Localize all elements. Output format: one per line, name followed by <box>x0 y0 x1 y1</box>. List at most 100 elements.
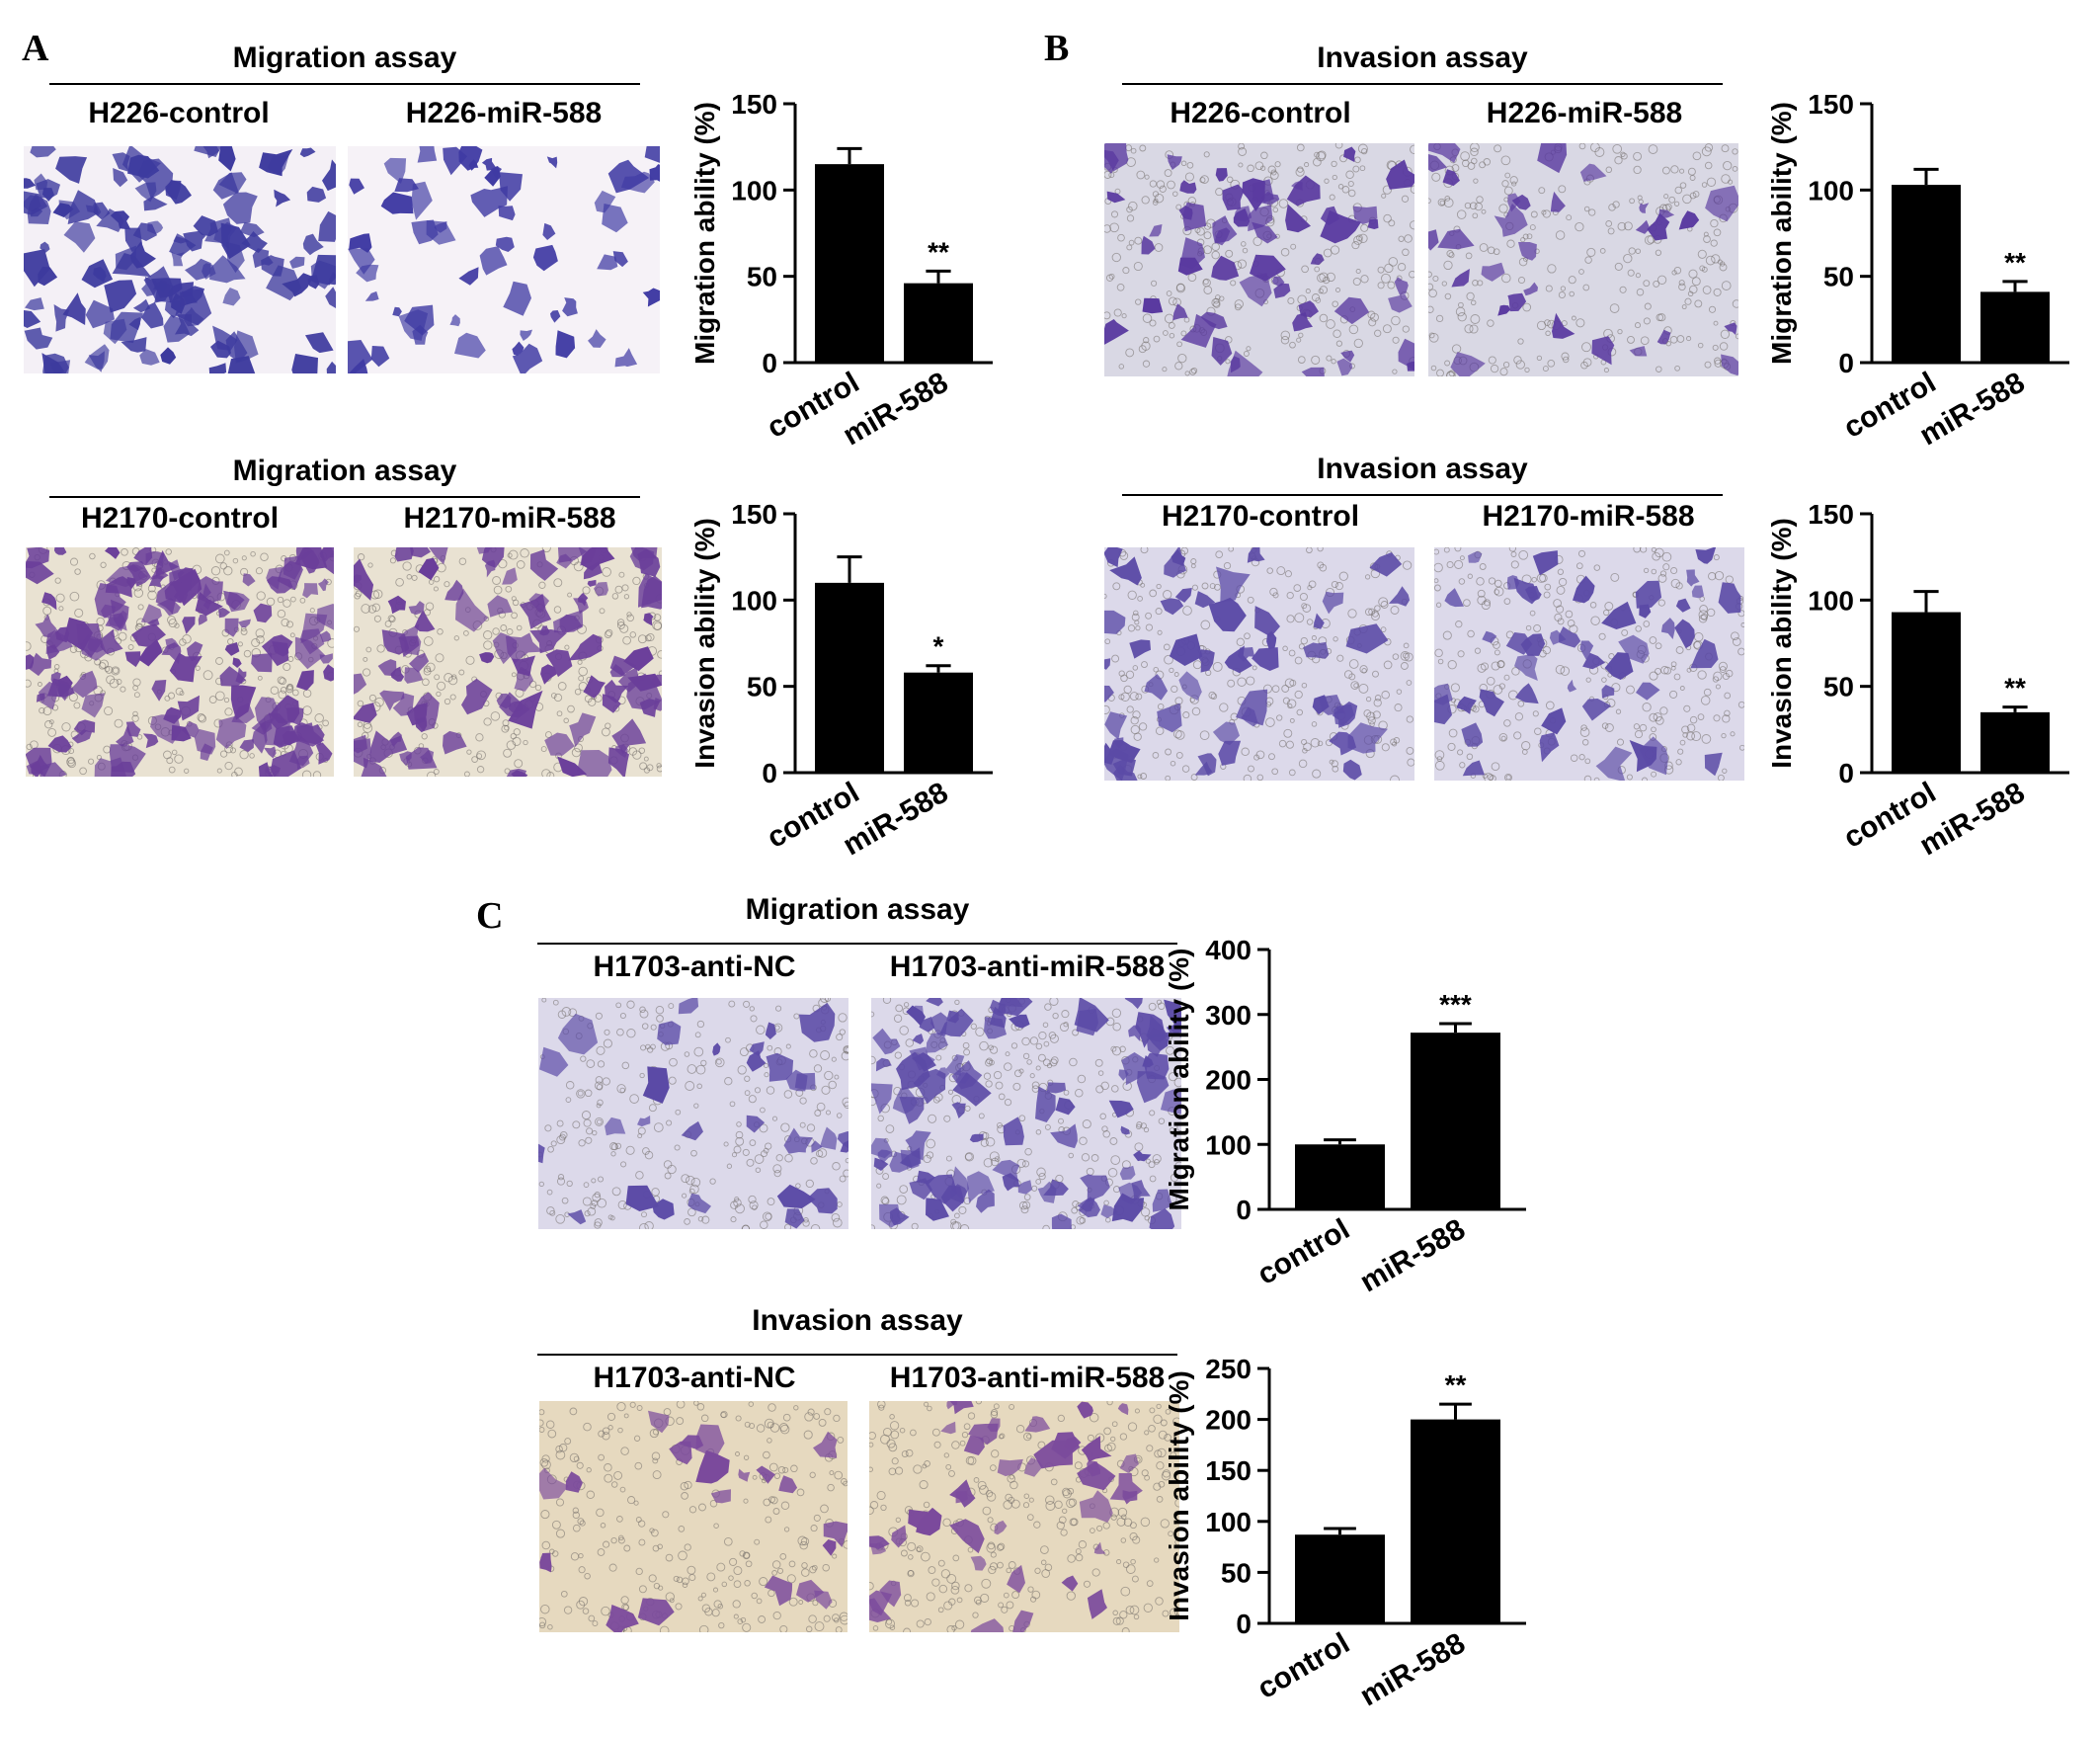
bar-control <box>1295 1534 1385 1623</box>
micrograph-a2-left <box>26 547 334 777</box>
y-axis-label: Invasion ability (%) <box>1164 1370 1194 1621</box>
y-tick-label: 150 <box>1205 1455 1252 1486</box>
significance-mark: ** <box>1445 1369 1467 1400</box>
assay-divider-a2 <box>49 496 640 498</box>
bar-miR-588 <box>1980 711 2050 773</box>
y-axis-label: Invasion ability (%) <box>689 518 720 769</box>
y-tick-label: 150 <box>731 89 777 120</box>
bar-miR-588 <box>1411 1419 1500 1623</box>
y-axis-label: Migration ability (%) <box>1164 949 1194 1211</box>
y-tick-label: 100 <box>1205 1507 1252 1537</box>
y-tick-label: 50 <box>1823 672 1854 703</box>
y-tick-label: 100 <box>1808 585 1854 616</box>
y-tick-label: 0 <box>762 348 777 378</box>
micrograph-c1-right <box>871 998 1181 1229</box>
panel-letter-c: C <box>476 895 504 937</box>
significance-mark: * <box>933 631 944 662</box>
panel-letter-a: A <box>22 28 49 69</box>
micrograph-a1-right <box>348 146 660 373</box>
y-tick-label: 0 <box>762 758 777 788</box>
y-tick-label: 250 <box>1205 1354 1252 1384</box>
y-tick-label: 50 <box>747 672 777 703</box>
micrograph-a2-right <box>354 547 662 777</box>
significance-mark: ** <box>2004 673 2026 703</box>
chart-a1: 0 50 100 150 Migration ability (%) control ** m… <box>682 89 1017 464</box>
bar-miR-588 <box>904 283 973 363</box>
chart-b1: 0 50 100 150 Migration ability (%) control ** m… <box>1758 89 2094 464</box>
condition-label-a2-right: H2170-miR-588 <box>403 502 616 535</box>
significance-mark: ** <box>928 236 949 267</box>
y-tick-label: 150 <box>731 499 777 530</box>
micrograph-b1-right <box>1428 143 1738 376</box>
assay-divider-b1 <box>1122 83 1723 85</box>
y-tick-label: 0 <box>1236 1195 1252 1225</box>
micrograph-c1-left <box>538 998 848 1229</box>
micrograph-a1-left <box>24 146 336 373</box>
bar-control <box>1295 1144 1385 1209</box>
y-tick-label: 100 <box>731 175 777 206</box>
condition-label-b1-left: H226-control <box>1170 97 1351 129</box>
y-axis-label: Migration ability (%) <box>689 102 720 365</box>
condition-label-b1-right: H226-miR-588 <box>1486 97 1683 129</box>
bar-miR-588 <box>904 672 973 773</box>
assay-divider-c1 <box>537 943 1177 945</box>
y-tick-label: 150 <box>1808 89 1854 120</box>
y-tick-label: 200 <box>1205 1405 1252 1436</box>
chart-c1: 0 100 200 300 400 Migration ability (%) contro… <box>1164 924 1536 1314</box>
micrograph-b2-left <box>1104 547 1414 781</box>
panel-letter-b: B <box>1044 28 1070 69</box>
condition-label-a1-left: H226-control <box>88 97 270 129</box>
y-tick-label: 300 <box>1205 1000 1252 1031</box>
assay-title-b2: Invasion assay <box>1317 453 1528 485</box>
y-axis-label: Migration ability (%) <box>1766 102 1797 365</box>
category-label-control: control <box>1252 1626 1355 1704</box>
micrograph-b2-right <box>1434 547 1744 781</box>
y-tick-label: 0 <box>1236 1609 1252 1639</box>
chart-b2: 0 50 100 150 Invasion ability (%) control ** mi… <box>1758 499 2094 874</box>
y-tick-label: 50 <box>1221 1557 1252 1588</box>
chart-a2: 0 50 100 150 Invasion ability (%) control * miR… <box>682 499 1017 874</box>
assay-title-a2: Migration assay <box>232 455 457 487</box>
condition-label-a2-left: H2170-control <box>80 502 280 535</box>
condition-label-a1-right: H226-miR-588 <box>405 97 603 129</box>
bar-miR-588 <box>1411 1033 1500 1209</box>
category-label-control: control <box>1252 1212 1355 1290</box>
bar-control <box>815 582 884 773</box>
condition-label-c1-right: H1703-anti-miR-588 <box>889 951 1166 983</box>
assay-title-b1: Invasion assay <box>1317 41 1528 74</box>
y-tick-label: 100 <box>1808 175 1854 206</box>
condition-label-c2-right: H1703-anti-miR-588 <box>889 1362 1166 1394</box>
significance-mark: *** <box>1439 989 1472 1020</box>
y-tick-label: 0 <box>1838 348 1854 378</box>
micrograph-b1-left <box>1104 143 1414 376</box>
significance-mark: ** <box>2004 247 2026 278</box>
category-label-miR-588: miR-588 <box>1354 1626 1471 1712</box>
micrograph-c2-right <box>869 1401 1179 1632</box>
assay-divider-a1 <box>49 83 640 85</box>
assay-divider-c2 <box>537 1354 1177 1356</box>
bar-control <box>1892 612 1961 773</box>
assay-title-c1: Migration assay <box>745 893 970 926</box>
y-tick-label: 200 <box>1205 1065 1252 1096</box>
category-label-miR-588: miR-588 <box>1354 1212 1471 1298</box>
y-tick-label: 150 <box>1808 499 1854 530</box>
condition-label-c2-left: H1703-anti-NC <box>593 1362 796 1394</box>
y-tick-label: 100 <box>731 585 777 616</box>
bar-control <box>1892 185 1961 363</box>
condition-label-c1-left: H1703-anti-NC <box>593 951 796 983</box>
chart-c2: 0 50 100 150 200 250 Invasion ability (%) contr… <box>1164 1344 1536 1737</box>
y-axis-label: Invasion ability (%) <box>1766 518 1797 769</box>
y-tick-label: 0 <box>1838 758 1854 788</box>
bar-miR-588 <box>1980 291 2050 363</box>
y-tick-label: 400 <box>1205 935 1252 965</box>
condition-label-b2-right: H2170-miR-588 <box>1482 500 1695 533</box>
assay-divider-b2 <box>1122 494 1723 496</box>
assay-title-c2: Invasion assay <box>752 1304 963 1337</box>
y-tick-label: 100 <box>1205 1129 1252 1160</box>
micrograph-c2-left <box>539 1401 848 1632</box>
y-tick-label: 50 <box>1823 262 1854 292</box>
bar-control <box>815 164 884 363</box>
assay-title-a1: Migration assay <box>232 41 457 74</box>
y-tick-label: 50 <box>747 262 777 292</box>
